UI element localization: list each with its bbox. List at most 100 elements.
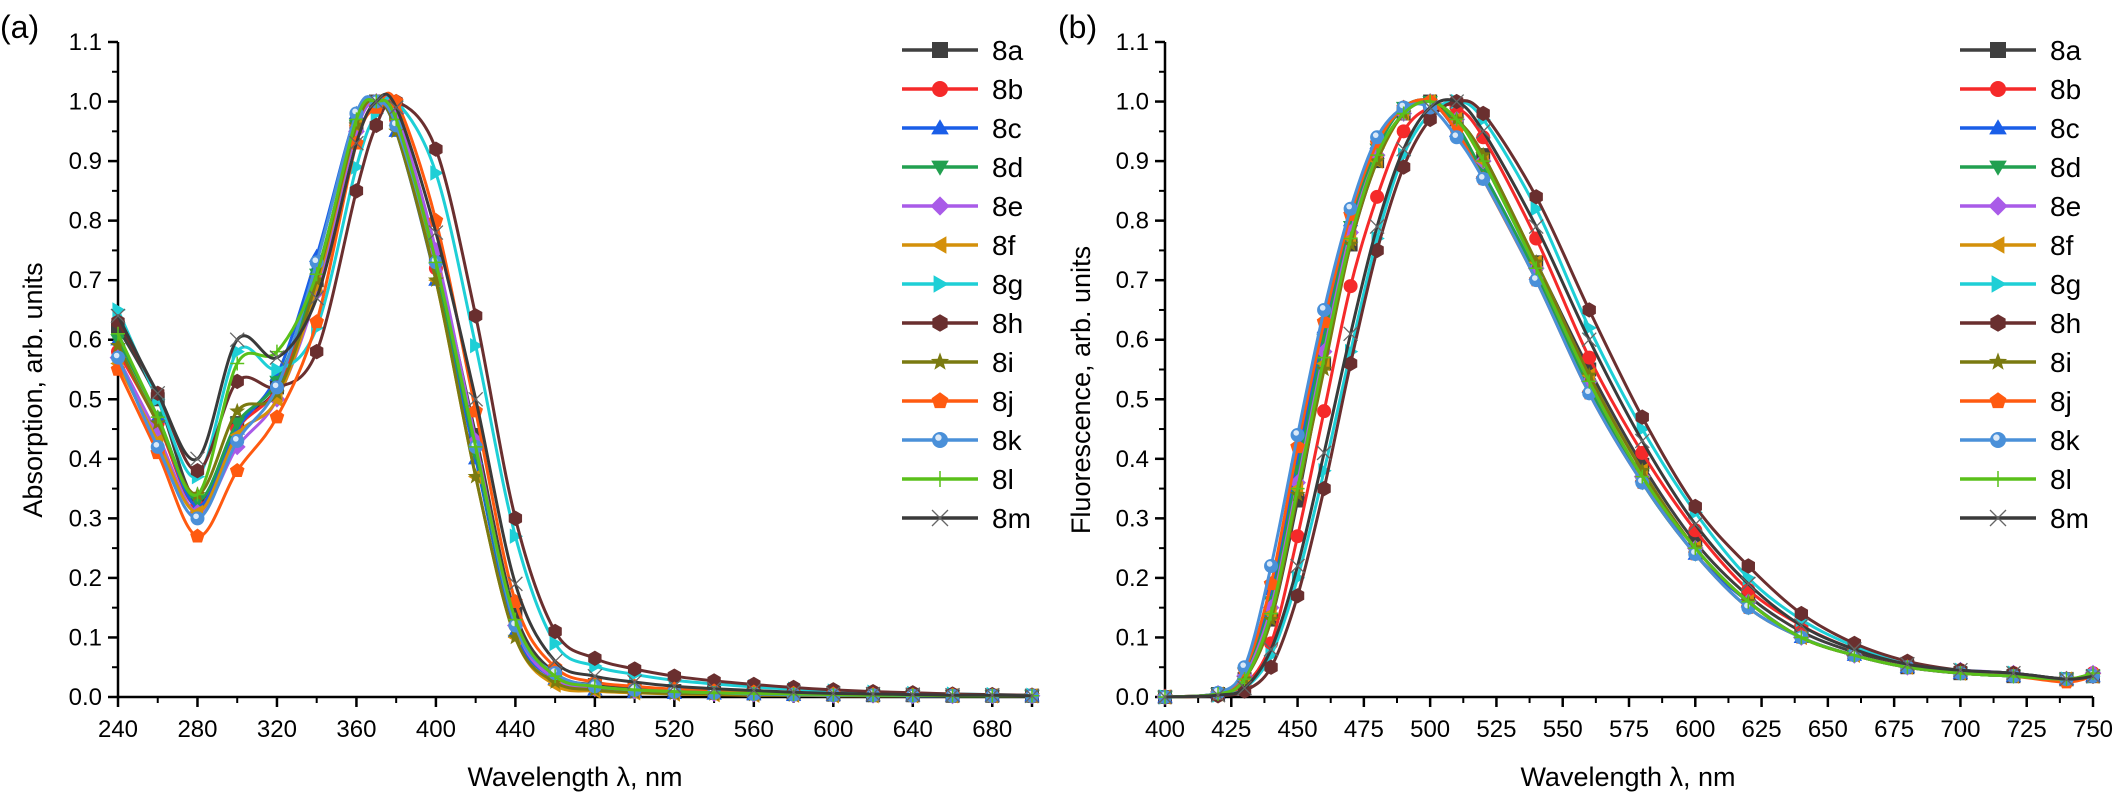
legend-label: 8c — [992, 113, 1022, 144]
data-point-8l — [548, 669, 563, 684]
data-point-8k — [150, 439, 165, 454]
data-point-8h — [667, 668, 682, 684]
y-tick-label: 0.1 — [1116, 624, 1149, 651]
data-point-8h — [1529, 189, 1543, 205]
data-point-8k — [1476, 171, 1491, 186]
data-point-8l — [1237, 672, 1252, 687]
data-point-8m — [348, 135, 364, 151]
series-8m — [1157, 94, 2101, 705]
series-8j — [110, 91, 1040, 703]
series-line-8l — [1164, 99, 2094, 699]
legend-label: 8d — [992, 152, 1023, 183]
data-point-8l — [1264, 606, 1279, 621]
data-point-8m — [1687, 516, 1703, 532]
x-tick-label: 475 — [1344, 716, 1384, 743]
legend-item-8j: 8j — [902, 386, 1014, 417]
legend-marker-triangle-right — [933, 275, 949, 293]
data-point-8b — [1396, 124, 1411, 139]
data-point-8m — [309, 290, 325, 306]
legend-marker-plus — [1990, 471, 2006, 487]
x-tick-label: 320 — [257, 716, 297, 743]
data-point-8h — [1317, 480, 1331, 497]
data-point-8h — [1741, 558, 1755, 574]
data-point-8k — [111, 350, 125, 365]
legend-label: 8m — [2050, 503, 2089, 534]
legend-marker-hexagon — [1990, 314, 2006, 332]
data-point-8g — [470, 337, 484, 354]
y-tick-label: 0.3 — [1116, 505, 1149, 532]
data-point-8m — [945, 687, 960, 703]
data-point-8h — [1423, 111, 1437, 128]
data-point-8k — [1317, 302, 1332, 317]
data-point-8l — [1953, 666, 1968, 681]
legend-marker-triangle-up — [931, 119, 949, 135]
legend-item-8f: 8f — [902, 230, 1016, 261]
legend-label: 8f — [992, 230, 1016, 261]
y-tick-label: 0.2 — [1116, 565, 1149, 592]
legend-label: 8i — [992, 347, 1014, 378]
data-point-8l — [111, 326, 125, 341]
plot-area-a — [109, 91, 1041, 705]
x-tick-label: 360 — [336, 716, 376, 743]
data-point-8m — [229, 332, 245, 348]
data-point-8h — [508, 510, 523, 527]
series-line-8h — [116, 99, 1033, 697]
data-point-8h — [1237, 683, 1252, 699]
data-point-8l — [1635, 469, 1650, 484]
data-point-8k — [1343, 201, 1358, 216]
data-point-8g — [350, 159, 365, 175]
data-point-8i — [229, 402, 246, 418]
x-tick-label: 750 — [2073, 716, 2113, 743]
x-tick-label: 525 — [1476, 716, 1516, 743]
series-line-8b — [116, 97, 1032, 698]
data-point-8m — [1396, 141, 1412, 157]
x-tick-label: 440 — [495, 716, 535, 743]
x-tick-label: 725 — [2007, 716, 2047, 743]
data-point-8j — [229, 463, 245, 477]
series-line-8a — [116, 95, 1032, 698]
x-tick-label: 625 — [1742, 716, 1782, 743]
data-point-8l — [1529, 261, 1544, 276]
series-line-8e — [116, 95, 1032, 698]
data-point-8b — [1370, 189, 1385, 204]
data-point-8m — [2006, 665, 2021, 681]
data-point-8l — [190, 487, 205, 502]
legend-label: 8g — [992, 269, 1023, 300]
series-line-8h — [1164, 99, 2094, 699]
legend-marker-sphere — [1990, 432, 2006, 448]
data-point-8m — [1899, 656, 1915, 672]
y-tick-label: 0.4 — [1116, 446, 1149, 473]
legend-marker-sphere — [932, 432, 948, 448]
legend-item-8h: 8h — [902, 308, 1023, 339]
data-point-8i — [427, 271, 444, 287]
series-8m — [110, 92, 1040, 704]
x-tick-label: 680 — [972, 716, 1012, 743]
legend-item-8i: 8i — [902, 347, 1014, 378]
data-point-8m — [1793, 618, 1809, 634]
legend-item-8l: 8l — [1960, 464, 2072, 495]
legend-marker-star — [1988, 352, 2008, 370]
data-point-8h — [190, 463, 205, 479]
legend-item-8b: 8b — [1960, 74, 2081, 105]
data-point-8b — [1476, 130, 1491, 145]
data-point-8h — [1290, 588, 1305, 604]
legend-label: 8a — [992, 35, 1024, 66]
x-tick-label: 600 — [1675, 716, 1715, 743]
data-point-8l — [2086, 666, 2100, 681]
x-tick-label: 425 — [1211, 716, 1251, 743]
data-point-8l — [349, 112, 364, 127]
y-tick-label: 0.0 — [1116, 684, 1149, 711]
legend-marker-x — [1989, 509, 2007, 527]
series-line-8m — [116, 92, 1033, 698]
data-point-8l — [1290, 481, 1305, 496]
legend-label: 8d — [2050, 152, 2081, 183]
data-point-8l — [627, 682, 642, 697]
data-point-8m — [269, 350, 285, 366]
y-tick-label: 0.5 — [69, 386, 102, 413]
x-tick-label: 240 — [98, 716, 138, 743]
series-8b — [111, 94, 1039, 703]
data-point-8m — [150, 385, 166, 401]
series-line-8j — [116, 91, 1033, 698]
series-8i — [110, 93, 1040, 703]
